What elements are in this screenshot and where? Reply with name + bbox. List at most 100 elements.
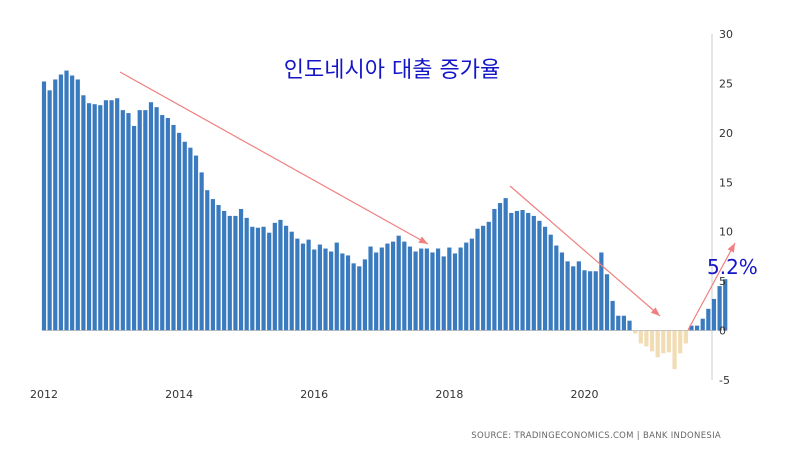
bar [351,263,356,331]
source-note: SOURCE: TRADINGECONOMICS.COM | BANK INDO… [471,431,721,441]
bar [514,210,520,331]
bar [205,190,210,331]
bar [413,251,418,331]
bar [621,315,626,331]
trend-arrow-line [119,71,429,245]
bar [661,330,666,354]
bar [210,199,215,331]
bar [216,205,221,331]
bar [283,225,289,331]
bar [599,252,604,331]
bar [193,155,199,331]
bar [604,274,610,331]
bar [700,318,705,331]
bar [481,225,486,331]
bar [554,245,559,331]
bar [244,217,249,331]
y-tick-label: 10 [719,226,733,239]
bar [261,226,266,331]
x-tick-labels: 2012 2014 2016 2018 2020 [30,388,599,401]
bar [238,208,244,331]
bar [452,253,458,331]
bar [390,241,396,331]
bar [537,220,542,331]
bar [323,248,328,331]
bar [109,100,114,331]
trend-arrow-line [687,242,736,331]
bar [627,320,632,331]
bar [464,242,469,331]
bar [526,212,531,331]
bar [182,141,187,331]
bar [58,74,63,331]
bar [655,330,660,358]
bar [143,110,148,331]
bar [368,246,373,331]
bar [486,221,491,331]
bar [171,124,176,331]
bar [407,246,413,331]
trend-arrow-line [509,185,661,317]
bar [419,248,424,331]
x-tick-label: 2018 [435,388,463,401]
trend-arrow-head [650,307,660,316]
bar [154,107,159,331]
bar [222,210,227,331]
y-tick-label: -5 [719,374,730,387]
bar [447,247,452,331]
bar [492,208,497,331]
bar [329,251,334,331]
bar [683,330,688,344]
bar [272,222,277,331]
bars-layer [41,70,728,370]
bar [458,247,463,331]
bar [571,266,576,331]
x-tick-label: 2016 [300,388,328,401]
bar [588,271,593,331]
trend-arrows [119,71,736,331]
bar [633,330,638,334]
y-tick-label: 15 [719,176,733,189]
bar [70,75,75,331]
bar [160,115,165,331]
bar [531,215,536,331]
bar [610,300,615,331]
bar [666,330,672,353]
bar [340,253,345,331]
bar [694,325,700,331]
bar [475,228,480,331]
bar [402,241,407,331]
bar [334,242,339,331]
bar [165,118,170,331]
latest-value-annotation: 5.2% [707,255,758,279]
x-tick-label: 2020 [571,388,599,401]
bar [250,226,255,331]
bar [227,215,232,331]
bar [396,235,401,331]
bar [357,266,362,331]
bar [131,125,137,331]
bar [565,261,570,331]
bar [278,219,283,331]
bar [267,232,272,331]
bar [188,147,193,331]
trend-arrow-head [727,243,735,253]
x-tick-label: 2014 [165,388,193,401]
bar [295,238,300,331]
bar [424,248,429,331]
bar [379,247,384,331]
trend-arrow-head [418,236,428,244]
bar [312,249,317,331]
bar [289,231,294,331]
bar [576,261,581,331]
bar [75,79,80,331]
bar [542,226,548,331]
bar [115,98,120,331]
bar [706,308,711,331]
bar [548,234,553,331]
bar [441,256,446,331]
bar [148,102,154,331]
bar [638,330,643,344]
bar [374,252,379,331]
bar [81,95,86,331]
